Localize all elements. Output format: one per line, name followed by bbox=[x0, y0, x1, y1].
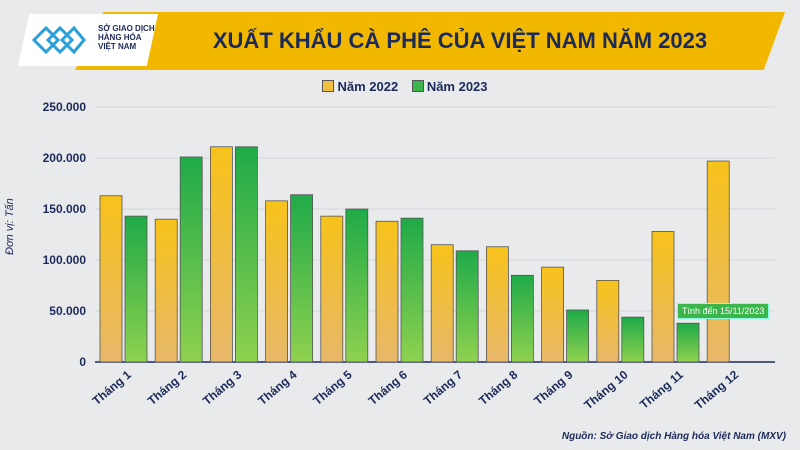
x-tick-label: Tháng 12 bbox=[692, 367, 742, 412]
y-tick-label: 250.000 bbox=[43, 100, 87, 114]
x-tick-label: Tháng 8 bbox=[476, 367, 520, 408]
bar-2022 bbox=[375, 220, 399, 363]
bar-2022 bbox=[154, 218, 178, 363]
y-tick-label: 100.000 bbox=[43, 253, 87, 267]
x-tick-label: Tháng 4 bbox=[255, 367, 299, 408]
legend: Năm 2022 Năm 2023 bbox=[0, 79, 800, 94]
x-tick-label: Tháng 11 bbox=[637, 367, 686, 411]
bar-2022 bbox=[541, 266, 564, 363]
y-tick-label: 50.000 bbox=[49, 304, 86, 318]
bar-2022 bbox=[320, 215, 344, 363]
bar-2023 bbox=[234, 146, 258, 363]
bar-2022 bbox=[651, 231, 675, 363]
bar-2023 bbox=[621, 316, 645, 363]
y-tick-label: 150.000 bbox=[43, 202, 87, 216]
annotation-label: Tính đến 15/11/2023 bbox=[677, 303, 770, 319]
bar-2023 bbox=[510, 274, 534, 363]
bar-2022 bbox=[430, 244, 454, 363]
x-tick-label: Tháng 5 bbox=[310, 367, 354, 408]
source-note: Nguồn: Sở Giao dịch Hàng hóa Việt Nam (M… bbox=[561, 431, 786, 442]
x-tick-label: Tháng 7 bbox=[421, 367, 465, 408]
bar-2023 bbox=[345, 208, 369, 363]
title-banner bbox=[75, 12, 785, 70]
x-tick-label: Tháng 3 bbox=[200, 367, 244, 408]
legend-label-2023: Năm 2023 bbox=[426, 79, 488, 94]
legend-label-2022: Năm 2022 bbox=[337, 79, 399, 94]
legend-swatch-2022 bbox=[322, 80, 335, 92]
bar-2023 bbox=[455, 250, 479, 363]
logo-line: SỞ GIAO DỊCH bbox=[98, 24, 155, 33]
logo-icon bbox=[31, 25, 86, 55]
bar-2022 bbox=[706, 160, 730, 363]
bar-2023 bbox=[290, 194, 314, 363]
bar-2022 bbox=[596, 279, 620, 363]
bar-2022 bbox=[265, 200, 289, 363]
logo-line: VIỆT NAM bbox=[98, 42, 137, 51]
bar-2023 bbox=[566, 309, 589, 363]
bar-2022 bbox=[209, 146, 233, 363]
bar-2023 bbox=[400, 217, 424, 363]
x-tick-label: Tháng 6 bbox=[366, 367, 410, 408]
bar-2023 bbox=[179, 156, 203, 363]
bar-2023 bbox=[124, 215, 148, 363]
y-tick-label: 0 bbox=[79, 355, 86, 369]
x-tick-label: Tháng 2 bbox=[145, 367, 189, 408]
legend-swatch-2023 bbox=[411, 80, 424, 92]
x-tick-label: Tháng 1 bbox=[90, 367, 134, 408]
chart-title: XUẤT KHẨU CÀ PHÊ CỦA VIỆT NAM NĂM 2023 bbox=[212, 28, 708, 53]
x-tick-label: Tháng 10 bbox=[581, 367, 631, 412]
bar-2022 bbox=[485, 246, 509, 363]
bar-2022 bbox=[99, 195, 123, 363]
y-tick-label: 200.000 bbox=[43, 151, 87, 165]
bar-2023 bbox=[676, 322, 700, 363]
x-tick-label: Tháng 9 bbox=[531, 367, 575, 408]
logo: SỞ GIAO DỊCH HÀNG HÓA VIỆT NAM bbox=[18, 14, 158, 66]
logo-line: HÀNG HÓA bbox=[98, 33, 142, 42]
